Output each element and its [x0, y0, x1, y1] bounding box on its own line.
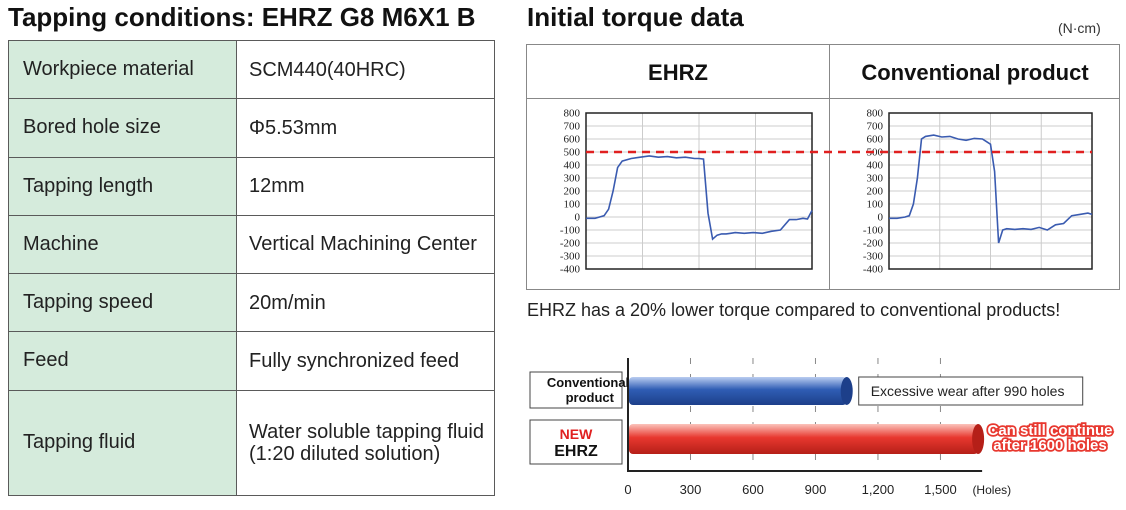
torque-panel-divider	[829, 44, 830, 290]
condition-label: Workpiece material	[8, 39, 237, 100]
y-tick-label: 400	[564, 160, 581, 172]
bar-conventional-end	[840, 377, 853, 405]
x-tick-label: 1,500	[924, 482, 957, 497]
plot-frame	[585, 112, 813, 270]
condition-label: Machine	[8, 214, 237, 275]
y-tick-label: 500	[867, 147, 884, 159]
y-tick-label: 300	[564, 173, 581, 185]
bar-new-ehrz-end	[972, 424, 985, 454]
x-tick-label: 1,200	[862, 482, 895, 497]
tapping-conditions-table: Workpiece material SCM440(40HRC) Bored hol…	[8, 39, 495, 497]
x-tick-label: 300	[680, 482, 702, 497]
condition-value-line: Vertical Machining Center	[249, 233, 477, 256]
condition-value: Vertical Machining Center	[236, 214, 495, 275]
annotation-new: after 1600 holes	[993, 437, 1106, 454]
y-tick-label: 200	[564, 186, 581, 198]
condition-value-line: 12mm	[249, 175, 305, 198]
y-tick-label: -300	[560, 251, 581, 263]
y-tick-label: 600	[867, 134, 884, 146]
condition-row: Workpiece material SCM440(40HRC)	[8, 39, 495, 100]
conventional-torque-trace	[889, 134, 1093, 244]
y-tick-label: 700	[867, 121, 884, 133]
condition-row: Bored hole size Φ5.53mm	[8, 98, 495, 158]
ehrz-torque-trace	[586, 155, 813, 241]
condition-value-line: (1:20 diluted solution)	[249, 442, 441, 465]
condition-value: 20m/min	[236, 273, 495, 333]
category-label-box	[529, 419, 623, 465]
category-label-box	[529, 371, 623, 409]
y-tick-label: 0	[575, 212, 581, 224]
condition-value: Φ5.53mm	[236, 98, 495, 158]
tapping-conditions-title: Tapping conditions: EHRZ G8 M6X1 B	[8, 2, 476, 32]
y-tick-label: 700	[564, 121, 581, 133]
conventional-torque-plot: 8007006005004003002001000-100-200-300-40…	[863, 108, 1093, 276]
annotation-box	[858, 376, 1084, 406]
y-tick-label: -200	[560, 238, 581, 250]
condition-row: Tapping length 12mm	[8, 156, 495, 216]
condition-value: Fully synchronized feed	[236, 331, 495, 391]
annotation-conventional: Excessive wear after 990 holes	[871, 383, 1065, 399]
category-label: Conventional	[547, 375, 629, 390]
y-tick-label: 200	[867, 186, 884, 198]
x-tick-label: 600	[742, 482, 764, 497]
y-tick-label: 100	[867, 199, 884, 211]
condition-row: Tapping fluid Water soluble tapping fluid…	[8, 389, 495, 497]
y-tick-label: -300	[863, 251, 884, 263]
y-tick-label: 0	[878, 212, 884, 224]
tool-life-chart: 0 300 600 900 1,200 1,500 (Holes) Conventionalp…	[529, 358, 1114, 497]
bar-conventional	[629, 377, 847, 405]
condition-value: Water soluble tapping fluid (1:20 diluted…	[236, 389, 495, 497]
plot-frame	[888, 112, 1093, 270]
condition-label: Tapping speed	[8, 273, 237, 333]
condition-value-line: Water soluble tapping fluid	[249, 420, 484, 443]
torque-chart-frame	[526, 44, 1120, 290]
category-label: product	[566, 390, 615, 405]
torque-charts: 8007006005004003002001000-100-200-300-40…	[560, 108, 1093, 276]
condition-row: Feed Fully synchronized feed	[8, 331, 495, 391]
y-tick-label: -100	[863, 225, 884, 237]
x-tick-label: 900	[805, 482, 827, 497]
category-label-new: NEW	[560, 426, 593, 442]
comparison-note: EHRZ has a 20% lower torque compared to …	[527, 300, 1061, 320]
y-tick-label: -100	[560, 225, 581, 237]
ehrz-torque-plot: 8007006005004003002001000-100-200-300-40…	[560, 108, 813, 276]
condition-value-line: 20m/min	[249, 291, 326, 314]
y-tick-label: 600	[564, 134, 581, 146]
bar-new-ehrz	[629, 424, 979, 454]
condition-label: Tapping length	[8, 156, 237, 216]
category-label: EHRZ	[554, 443, 598, 460]
y-tick-label: 800	[564, 108, 581, 120]
condition-value: 12mm	[236, 156, 495, 216]
conventional-panel-title: Conventional product	[861, 60, 1089, 85]
condition-row: Tapping speed 20m/min	[8, 273, 495, 333]
condition-value-line: SCM440(40HRC)	[249, 58, 406, 81]
torque-unit: (N·cm)	[1058, 20, 1101, 36]
condition-label: Tapping fluid	[8, 389, 237, 497]
y-tick-label: -400	[560, 264, 581, 276]
y-tick-label: 100	[564, 199, 581, 211]
ehrz-panel-title: EHRZ	[648, 60, 708, 85]
condition-row: Machine Vertical Machining Center	[8, 214, 495, 275]
x-tick-label: 0	[624, 482, 631, 497]
y-tick-label: 300	[867, 173, 884, 185]
initial-torque-title: Initial torque data	[527, 2, 744, 32]
condition-label: Feed	[8, 331, 237, 391]
condition-value-line: Fully synchronized feed	[249, 349, 460, 372]
y-tick-label: -400	[863, 264, 884, 276]
x-axis-unit: (Holes)	[972, 483, 1011, 497]
annotation-new: Can still continue	[987, 422, 1112, 439]
torque-header-divider	[526, 98, 1120, 99]
condition-label: Bored hole size	[8, 98, 237, 158]
y-tick-label: 400	[867, 160, 884, 172]
y-tick-label: 500	[564, 147, 581, 159]
condition-value: SCM440(40HRC)	[236, 39, 495, 100]
condition-value-line: Φ5.53mm	[249, 116, 338, 139]
y-tick-label: 800	[867, 108, 884, 120]
y-tick-label: -200	[863, 238, 884, 250]
